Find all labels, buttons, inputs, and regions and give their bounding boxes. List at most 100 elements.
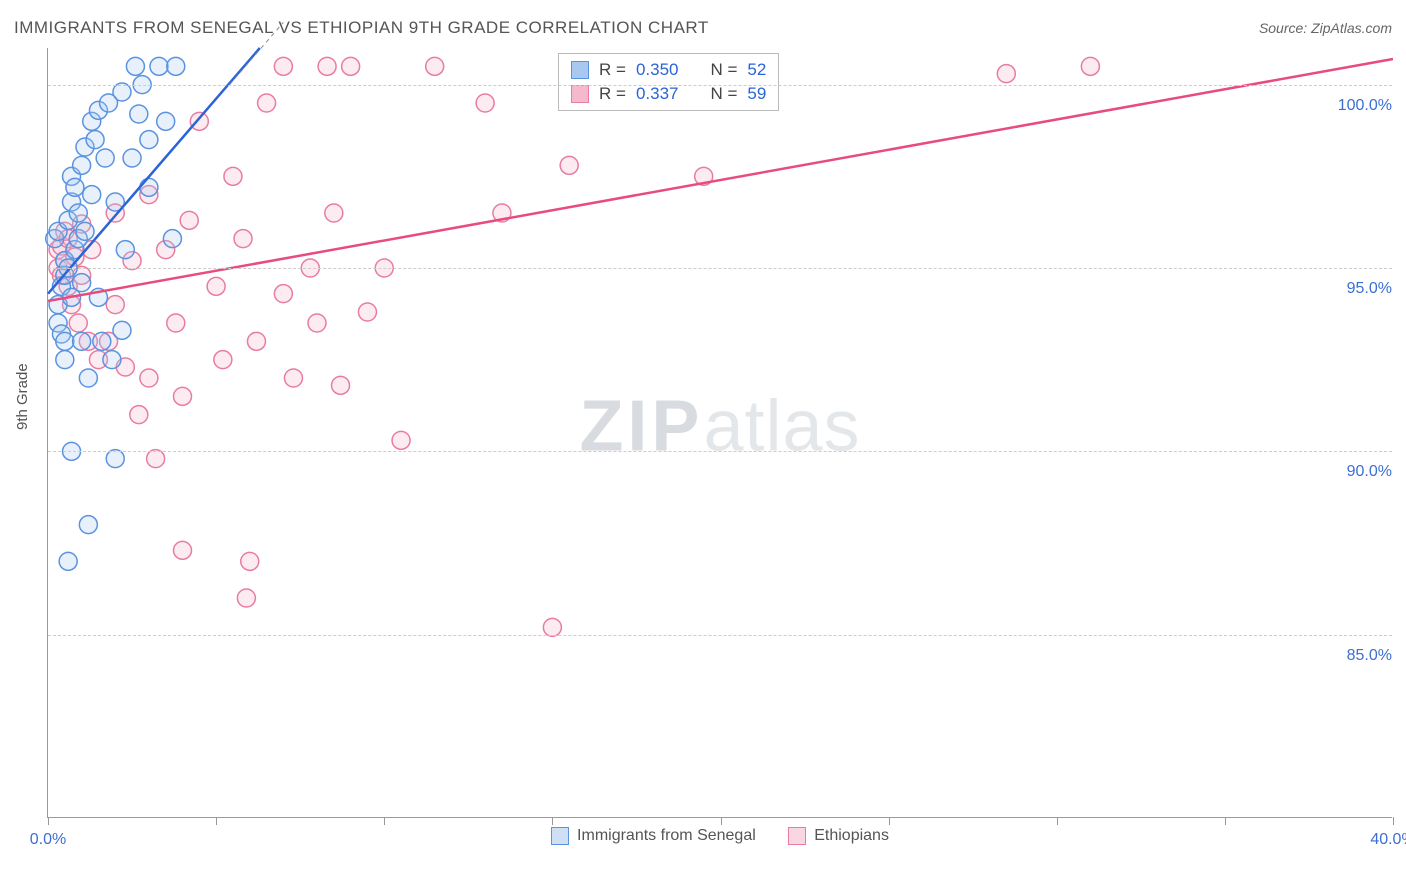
x-tick	[48, 817, 49, 825]
scatter-point	[234, 230, 252, 248]
scatter-point	[258, 94, 276, 112]
chart-title: IMMIGRANTS FROM SENEGAL VS ETHIOPIAN 9TH…	[14, 18, 709, 38]
y-tick-label: 95.0%	[1344, 280, 1395, 298]
scatter-point	[560, 156, 578, 174]
scatter-point	[274, 285, 292, 303]
scatter-point	[167, 57, 185, 75]
scatter-point	[69, 314, 87, 332]
x-tick	[384, 817, 385, 825]
gridline-h	[48, 85, 1392, 86]
swatch-ethiopians-bottom	[788, 827, 806, 845]
legend-row-senegal: R = 0.350 N = 52	[571, 58, 766, 82]
y-tick-label: 85.0%	[1344, 647, 1395, 665]
r-value-ethiopians: 0.337	[636, 84, 679, 104]
scatter-point	[126, 57, 144, 75]
scatter-point	[79, 369, 97, 387]
scatter-point	[73, 332, 91, 350]
scatter-point	[76, 222, 94, 240]
title-bar: IMMIGRANTS FROM SENEGAL VS ETHIOPIAN 9TH…	[14, 18, 1392, 38]
scatter-point	[140, 131, 158, 149]
scatter-point	[342, 57, 360, 75]
swatch-senegal-bottom	[551, 827, 569, 845]
scatter-point	[56, 351, 74, 369]
scatter-point	[476, 94, 494, 112]
scatter-point	[96, 149, 114, 167]
scatter-point	[106, 450, 124, 468]
x-tick	[552, 817, 553, 825]
scatter-point	[157, 112, 175, 130]
gridline-h	[48, 268, 1392, 269]
n-value-senegal: 52	[747, 60, 766, 80]
x-tick	[1225, 817, 1226, 825]
scatter-point	[79, 516, 97, 534]
legend-correlation: R = 0.350 N = 52 R = 0.337 N = 59	[558, 53, 779, 111]
scatter-point	[180, 211, 198, 229]
scatter-point	[997, 65, 1015, 83]
swatch-senegal	[571, 61, 589, 79]
scatter-point	[66, 178, 84, 196]
scatter-point	[147, 450, 165, 468]
scatter-point	[224, 167, 242, 185]
scatter-point	[73, 274, 91, 292]
scatter-point	[284, 369, 302, 387]
scatter-point	[150, 57, 168, 75]
scatter-point	[207, 277, 225, 295]
r-value-senegal: 0.350	[636, 60, 679, 80]
scatter-point	[190, 112, 208, 130]
scatter-point	[1081, 57, 1099, 75]
scatter-point	[241, 552, 259, 570]
x-tick	[721, 817, 722, 825]
x-tick	[1393, 817, 1394, 825]
scatter-point	[332, 376, 350, 394]
scatter-point	[69, 204, 87, 222]
source-label: Source: ZipAtlas.com	[1259, 20, 1392, 36]
scatter-point	[174, 541, 192, 559]
scatter-point	[318, 57, 336, 75]
scatter-point	[123, 149, 141, 167]
scatter-point	[140, 369, 158, 387]
scatter-point	[167, 314, 185, 332]
legend-item-senegal: Immigrants from Senegal	[551, 827, 756, 845]
x-tick	[889, 817, 890, 825]
scatter-point	[130, 105, 148, 123]
y-tick-label: 100.0%	[1335, 97, 1395, 115]
scatter-point	[86, 131, 104, 149]
gridline-h	[48, 635, 1392, 636]
scatter-point	[116, 241, 134, 259]
scatter-point	[140, 178, 158, 196]
x-tick-label: 0.0%	[30, 831, 66, 849]
scatter-point	[163, 230, 181, 248]
scatter-point	[543, 618, 561, 636]
legend-bottom: Immigrants from Senegal Ethiopians	[48, 827, 1392, 850]
x-tick	[216, 817, 217, 825]
legend-label-senegal: Immigrants from Senegal	[577, 827, 756, 845]
scatter-point	[174, 387, 192, 405]
scatter-point	[59, 552, 77, 570]
legend-label-ethiopians: Ethiopians	[814, 827, 889, 845]
scatter-point	[247, 332, 265, 350]
n-value-ethiopians: 59	[747, 84, 766, 104]
scatter-point	[392, 431, 410, 449]
scatter-point	[103, 351, 121, 369]
scatter-point	[214, 351, 232, 369]
scatter-point	[113, 83, 131, 101]
scatter-point	[113, 321, 131, 339]
scatter-point	[130, 406, 148, 424]
swatch-ethiopians	[571, 85, 589, 103]
y-axis-label: 9th Grade	[14, 363, 31, 430]
scatter-point	[358, 303, 376, 321]
scatter-point	[83, 186, 101, 204]
scatter-point	[56, 332, 74, 350]
legend-item-ethiopians: Ethiopians	[788, 827, 889, 845]
x-tick-label: 40.0%	[1370, 831, 1406, 849]
scatter-point	[426, 57, 444, 75]
scatter-point	[93, 332, 111, 350]
scatter-point	[237, 589, 255, 607]
y-tick-label: 90.0%	[1344, 463, 1395, 481]
scatter-point	[308, 314, 326, 332]
scatter-point	[325, 204, 343, 222]
plot-area: ZIPatlas R = 0.350 N = 52 R = 0.337 N = …	[47, 48, 1392, 818]
scatter-point	[274, 57, 292, 75]
chart-svg	[48, 48, 1392, 817]
scatter-point	[73, 156, 91, 174]
